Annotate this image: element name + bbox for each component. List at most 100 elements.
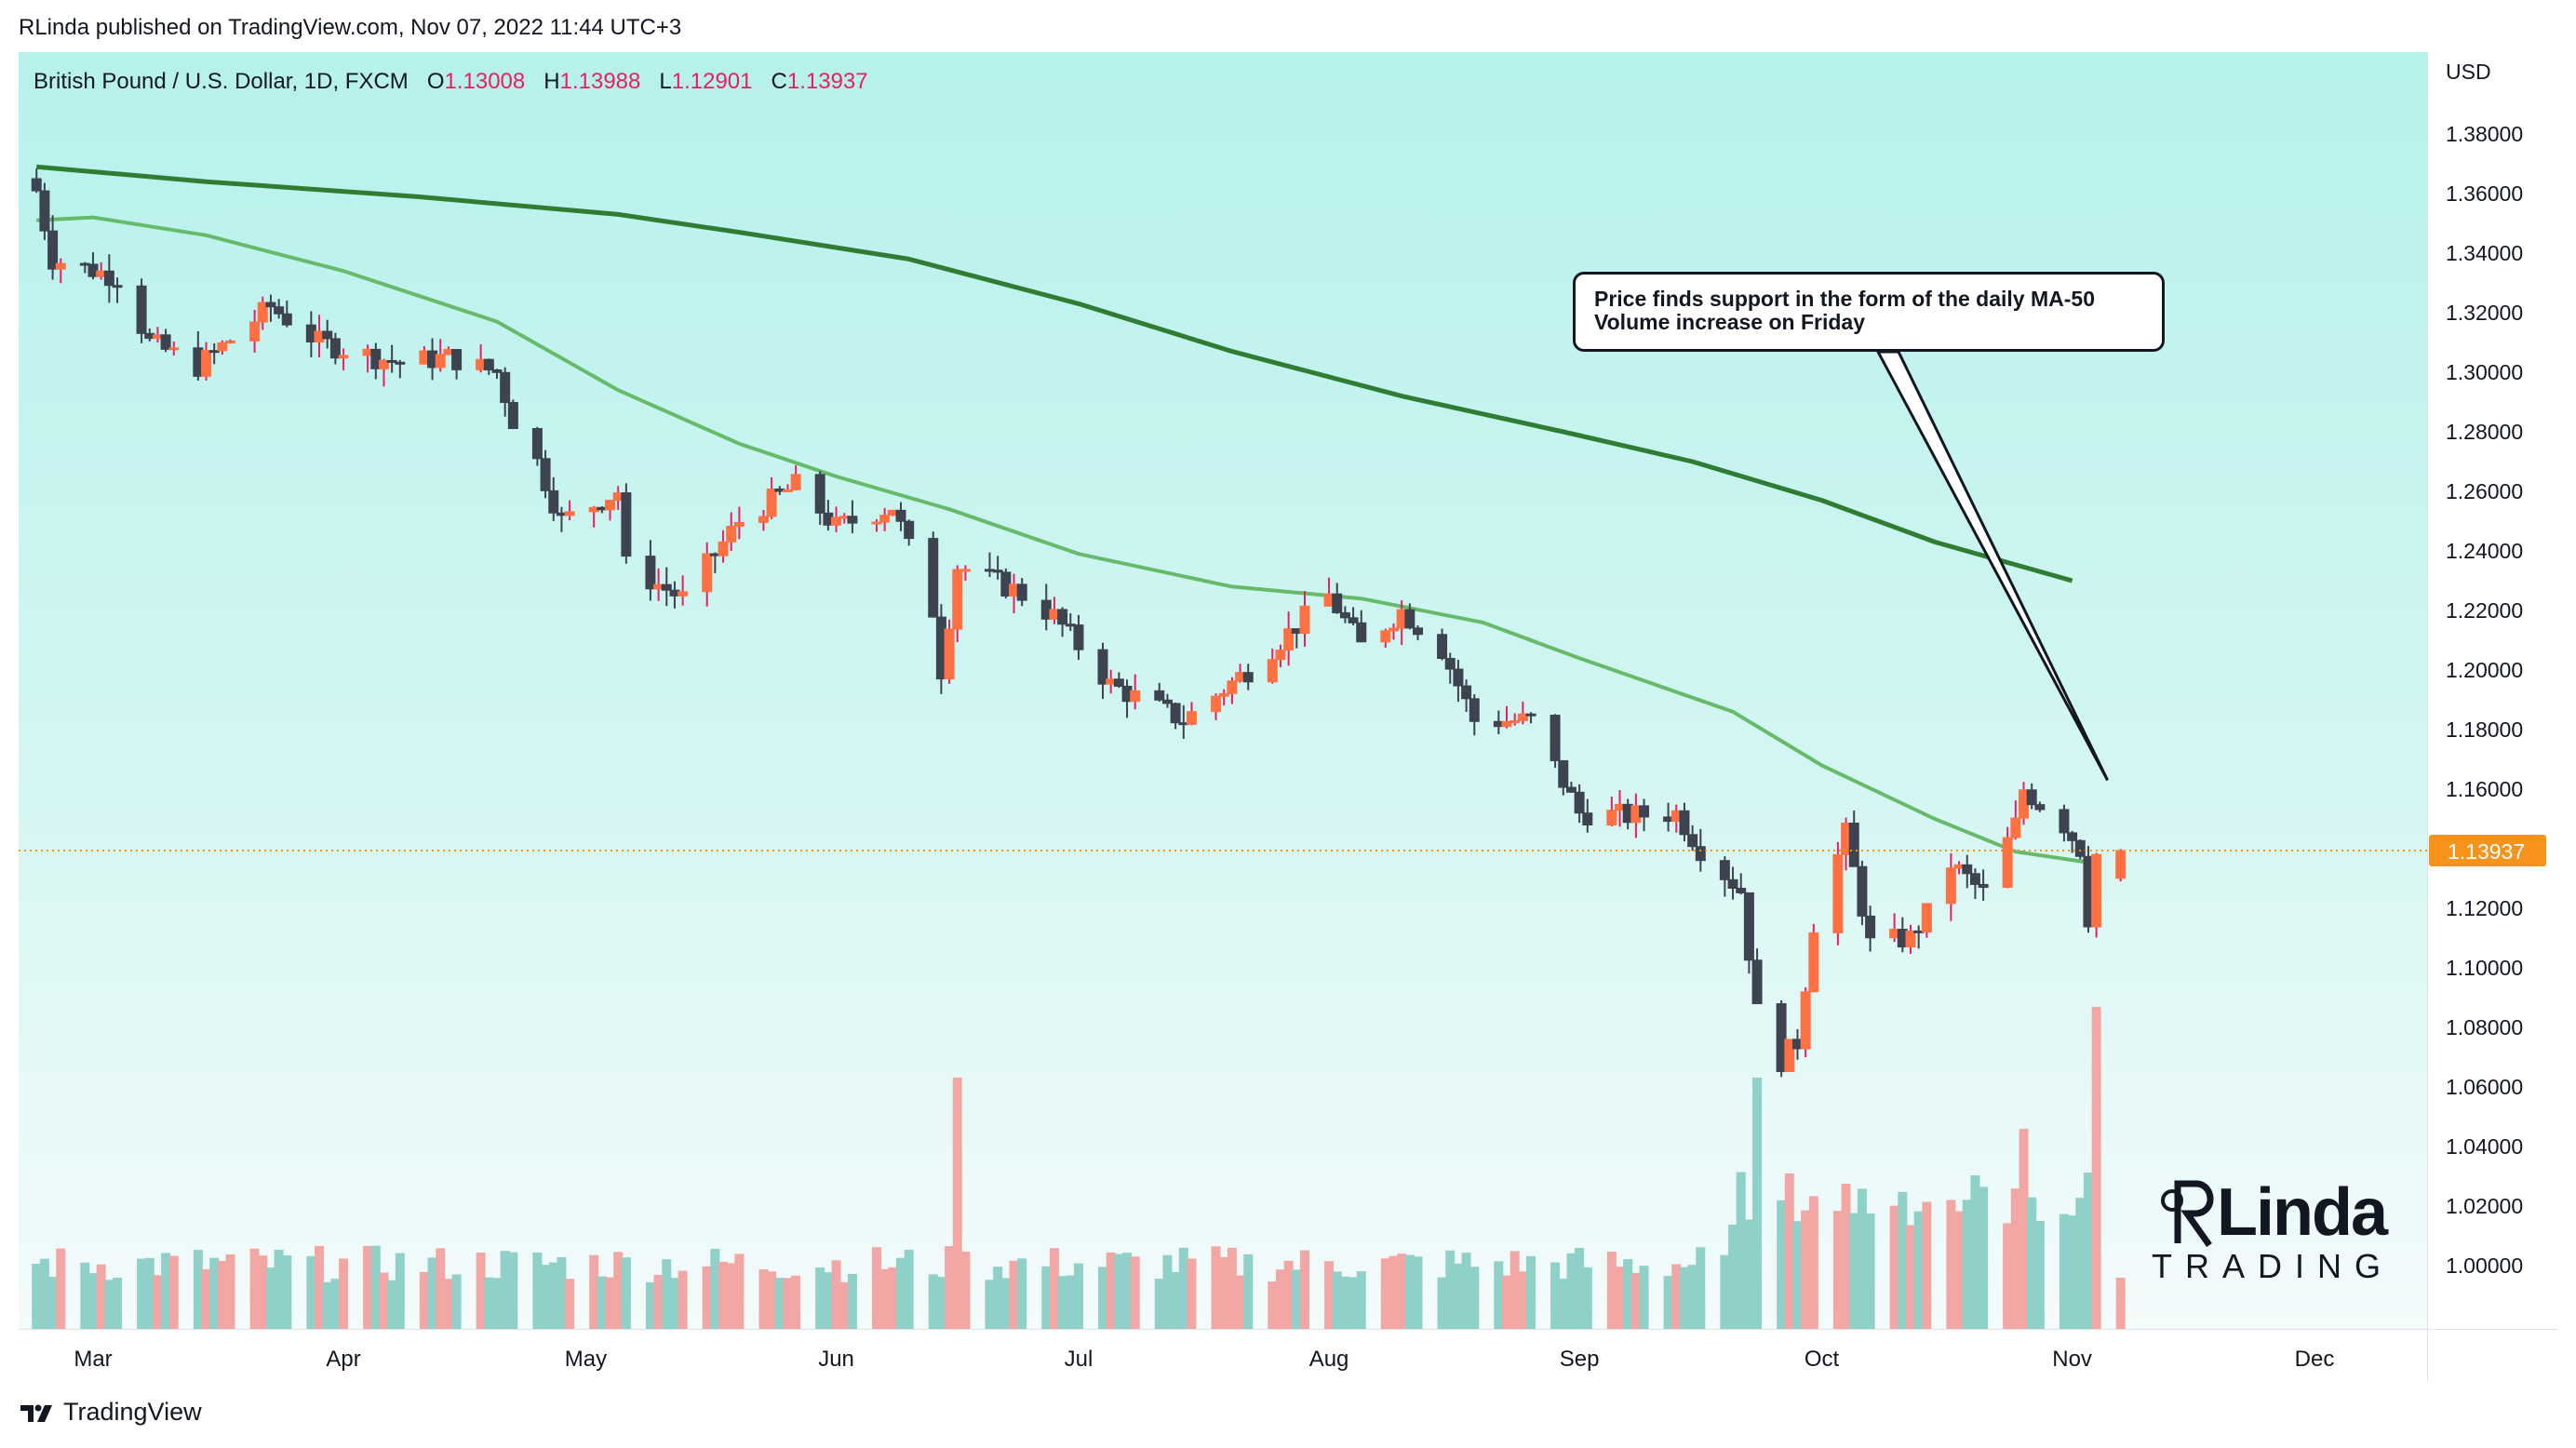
candle-body[interactable] — [540, 458, 551, 491]
volume-bar[interactable] — [2075, 1198, 2086, 1329]
candle-body[interactable] — [548, 489, 559, 514]
candle-body[interactable] — [217, 342, 228, 352]
volume-bar[interactable] — [282, 1254, 292, 1329]
candle-body[interactable] — [678, 591, 689, 597]
candle-body[interactable] — [1380, 630, 1391, 643]
candle-body[interactable] — [726, 525, 737, 543]
volume-bar[interactable] — [589, 1254, 599, 1329]
volume-bar[interactable] — [1324, 1261, 1335, 1329]
volume-bar[interactable] — [758, 1268, 769, 1329]
volume-bar[interactable] — [1268, 1281, 1278, 1329]
volume-bar[interactable] — [1469, 1267, 1480, 1329]
candle-body[interactable] — [2010, 817, 2021, 838]
volume-bar[interactable] — [1679, 1267, 1689, 1329]
volume-bar[interactable] — [1777, 1200, 1787, 1329]
candle-body[interactable] — [265, 302, 276, 308]
candle-body[interactable] — [1978, 883, 1989, 889]
volume-bar[interactable] — [928, 1274, 938, 1329]
candle-body[interactable] — [1444, 658, 1456, 670]
candle-body[interactable] — [39, 190, 50, 232]
volume-bar[interactable] — [1550, 1262, 1561, 1329]
candle-body[interactable] — [1413, 627, 1424, 636]
candle-body[interactable] — [507, 402, 518, 430]
candle-body[interactable] — [1582, 812, 1593, 826]
volume-bar[interactable] — [1509, 1251, 1520, 1329]
volume-bar[interactable] — [669, 1278, 679, 1329]
volume-bar[interactable] — [1744, 1219, 1754, 1329]
time-axis[interactable] — [19, 1329, 2427, 1382]
candle-body[interactable] — [1161, 699, 1173, 704]
volume-bar[interactable] — [1348, 1277, 1359, 1329]
candle-body[interactable] — [160, 334, 171, 350]
volume-bar[interactable] — [1630, 1272, 1641, 1329]
volume-bar[interactable] — [1832, 1211, 1843, 1329]
volume-bar[interactable] — [395, 1253, 405, 1329]
volume-bar[interactable] — [1575, 1248, 1585, 1329]
volume-bar[interactable] — [871, 1247, 881, 1329]
candle-body[interactable] — [1170, 703, 1181, 724]
candle-body[interactable] — [208, 350, 220, 354]
candle-body[interactable] — [733, 521, 745, 527]
candle-body[interactable] — [395, 361, 406, 365]
volume-bar[interactable] — [532, 1252, 543, 1329]
candle-body[interactable] — [1550, 715, 1561, 761]
candle-body[interactable] — [483, 358, 494, 370]
volume-bar[interactable] — [1461, 1253, 1471, 1329]
candle-body[interactable] — [1348, 617, 1359, 623]
volume-bar[interactable] — [1332, 1271, 1342, 1329]
candle-body[interactable] — [281, 313, 292, 326]
volume-bar[interactable] — [888, 1267, 898, 1329]
volume-bar[interactable] — [1954, 1211, 1965, 1329]
candle-body[interactable] — [500, 371, 511, 404]
volume-bar[interactable] — [419, 1271, 429, 1329]
volume-bar[interactable] — [1340, 1276, 1350, 1329]
volume-bar[interactable] — [1526, 1255, 1536, 1329]
volume-bar[interactable] — [653, 1274, 664, 1329]
candle-body[interactable] — [1332, 593, 1343, 613]
volume-bar[interactable] — [1913, 1211, 1924, 1329]
candle-body[interactable] — [1509, 719, 1521, 723]
volume-bar[interactable] — [823, 1272, 833, 1329]
candle-body[interactable] — [47, 230, 59, 270]
candle-body[interactable] — [1517, 713, 1528, 721]
volume-bar[interactable] — [1922, 1201, 1932, 1329]
candle-body[interactable] — [87, 263, 99, 277]
volume-bar[interactable] — [815, 1267, 825, 1329]
volume-bar[interactable] — [1558, 1279, 1568, 1329]
volume-bar[interactable] — [774, 1278, 785, 1329]
candle-body[interactable] — [1808, 932, 1819, 993]
volume-bar[interactable] — [605, 1277, 615, 1329]
candle-body[interactable] — [952, 569, 963, 630]
volume-bar[interactable] — [847, 1273, 857, 1329]
volume-bar[interactable] — [879, 1268, 890, 1329]
candle-body[interactable] — [491, 369, 503, 373]
volume-bar[interactable] — [1356, 1271, 1366, 1329]
candle-body[interactable] — [531, 428, 543, 460]
candle-body[interactable] — [2074, 839, 2086, 857]
volume-bar[interactable] — [265, 1267, 275, 1329]
volume-bar[interactable] — [322, 1281, 332, 1329]
volume-bar[interactable] — [339, 1258, 349, 1329]
volume-bar[interactable] — [1292, 1269, 1302, 1329]
volume-bar[interactable] — [557, 1256, 567, 1329]
candle-body[interactable] — [1574, 791, 1585, 814]
candle-body[interactable] — [1154, 690, 1165, 701]
volume-bar[interactable] — [315, 1245, 325, 1329]
candle-body[interactable] — [1218, 692, 1229, 697]
volume-bar[interactable] — [492, 1278, 502, 1329]
candle-body[interactable] — [1687, 834, 1698, 848]
volume-bar[interactable] — [1413, 1256, 1423, 1329]
candle-body[interactable] — [112, 285, 123, 288]
candle-body[interactable] — [1800, 991, 1811, 1050]
candle-body[interactable] — [1267, 659, 1278, 683]
candle-body[interactable] — [2115, 850, 2127, 879]
volume-bar[interactable] — [2027, 1197, 2037, 1329]
candle-body[interactable] — [1130, 690, 1141, 703]
volume-bar[interactable] — [1057, 1276, 1067, 1329]
candle-body[interactable] — [2002, 837, 2013, 889]
candle-body[interactable] — [1113, 678, 1124, 687]
volume-bar[interactable] — [387, 1280, 397, 1329]
volume-bar[interactable] — [791, 1275, 801, 1329]
candle-body[interactable] — [2026, 789, 2037, 806]
volume-bar[interactable] — [1736, 1172, 1746, 1329]
